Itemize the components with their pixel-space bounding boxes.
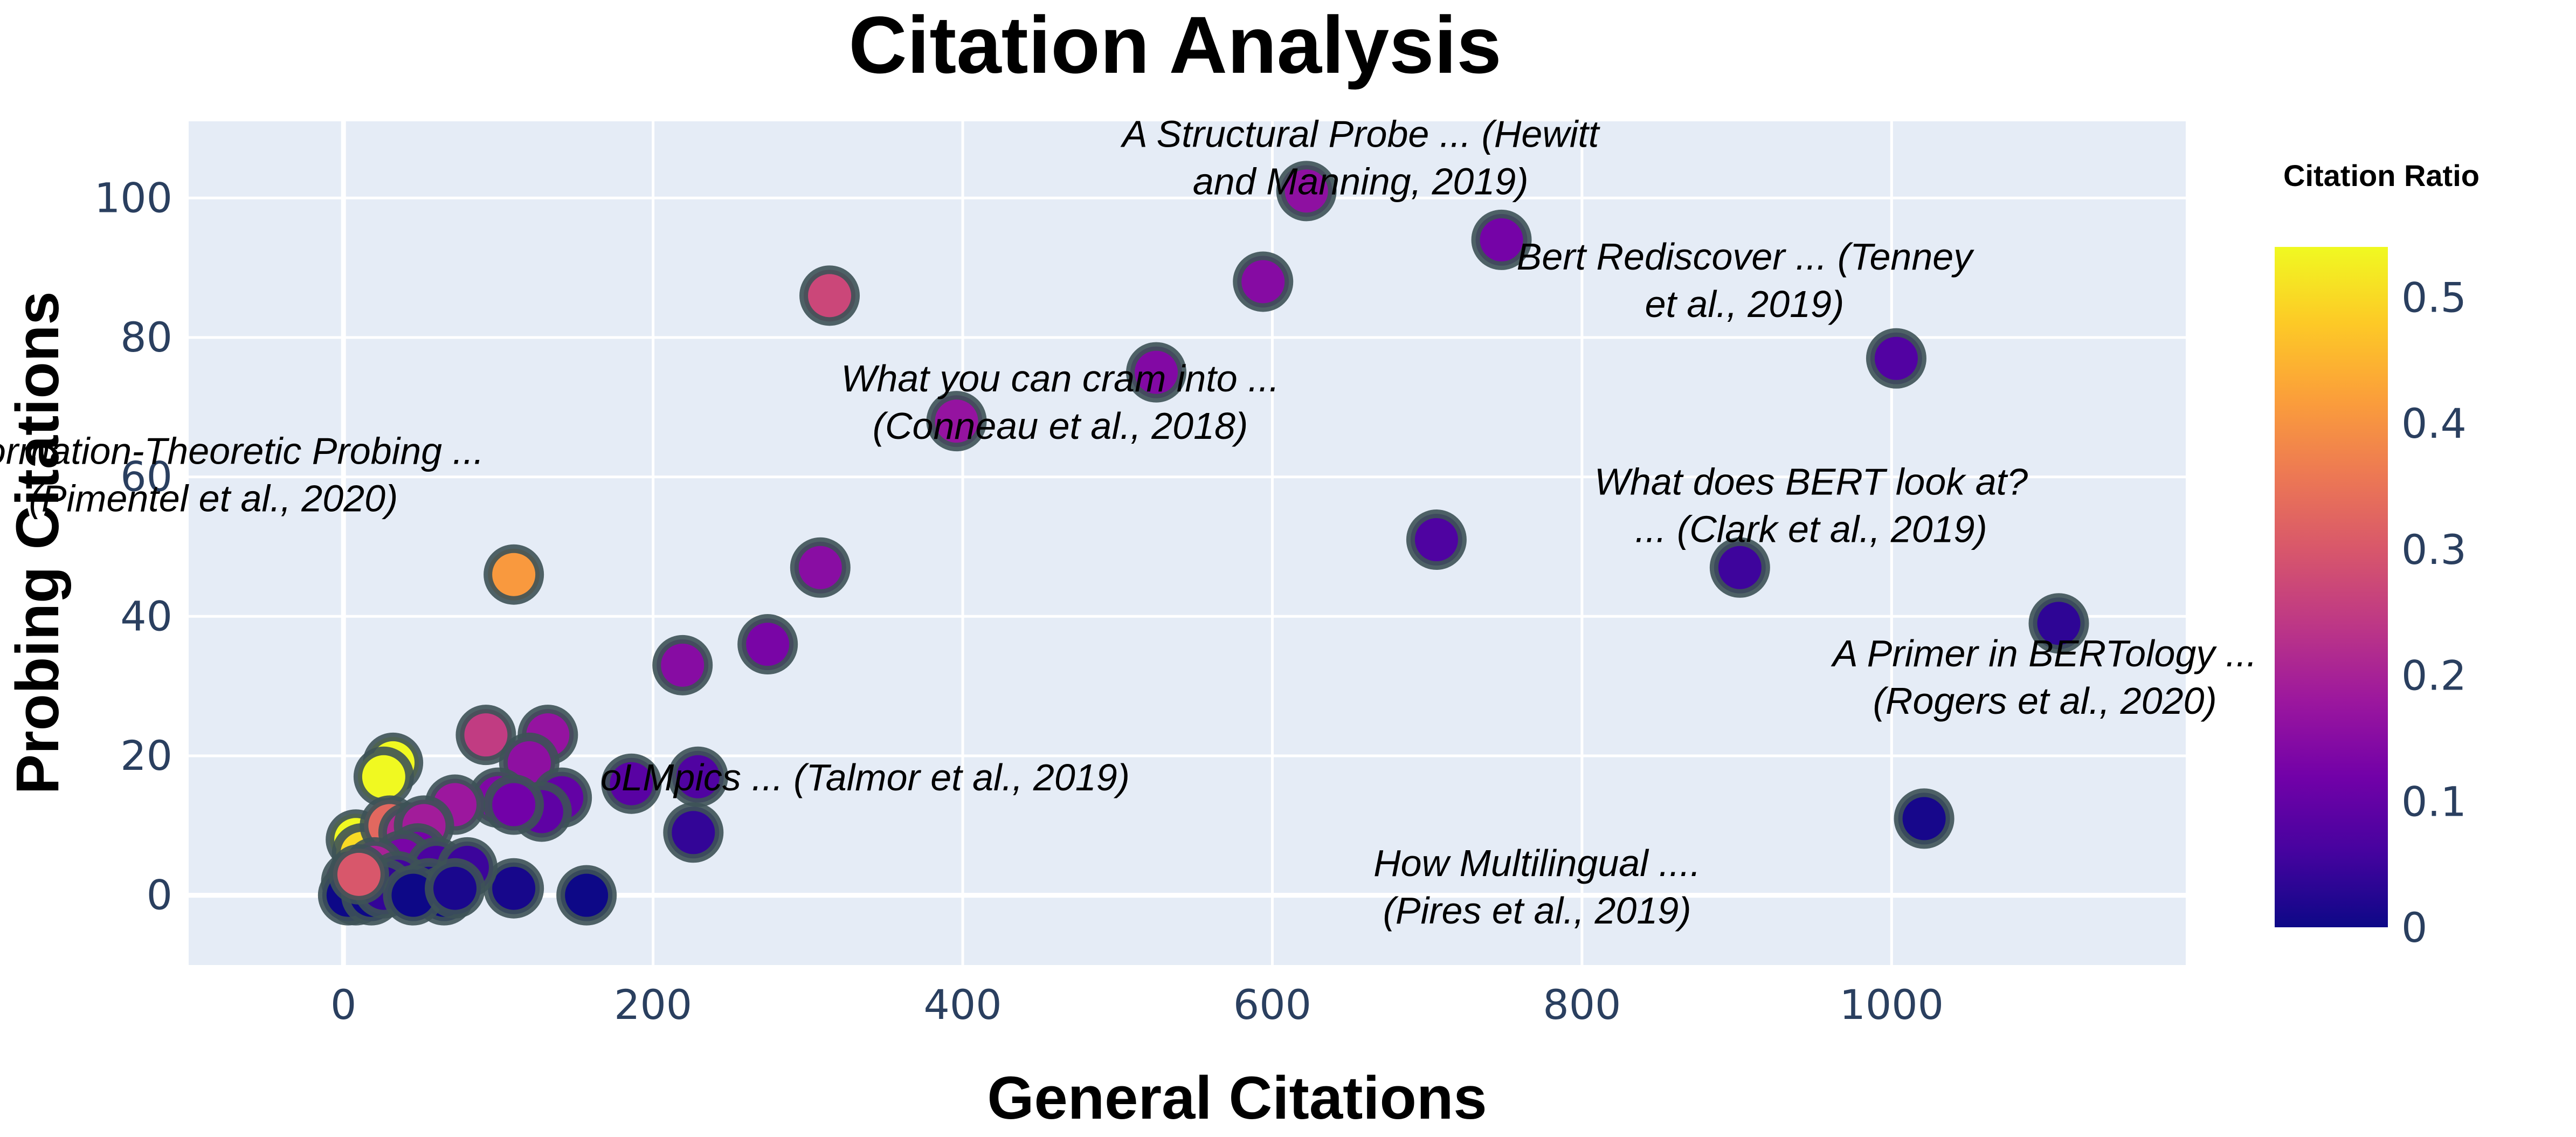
colorbar: Citation Ratio 0 0.1 0.2 0.3 0.4 0.5 [2275,159,2480,952]
x-tick-label: 800 [1543,981,1621,1029]
scatter-point [737,614,798,675]
x-tick-label: 200 [614,981,692,1029]
annotation-label: (Pires et al., 2019) [1383,890,1691,932]
x-tick-label: 600 [1233,981,1311,1029]
scatter-point [353,746,414,807]
annotation-label: ... (Clark et al., 2019) [1635,508,1987,550]
y-tick-label: 20 [120,732,172,780]
colorbar-tick-label: 0.1 [2401,777,2467,825]
scatter-point [1233,251,1294,312]
scatter-point [1866,328,1926,389]
annotation-label: A Primer in BERTology ... [1831,632,2257,674]
scatter-point [2028,593,2089,654]
scatter-point [652,635,713,695]
annotation-label: Bert Rediscover ... (Tenney [1517,236,1975,278]
y-tick-label: 80 [120,313,172,361]
x-tick-label: 0 [330,981,356,1029]
annotation-label: What does BERT look at? [1594,461,2028,503]
annotation-label: What you can cram into ... [841,357,1279,399]
colorbar-ticks: 0 0.1 0.2 0.3 0.4 0.5 [2401,273,2467,952]
scatter-point [425,858,485,919]
y-tick-label: 60 [120,453,172,501]
annotation-label: and Manning, 2019) [1193,160,1529,202]
annotation-label: oLMpics ... (Talmor et al., 2019) [600,756,1130,798]
scatter-point [1894,788,1955,849]
colorbar-tick-label: 0.2 [2401,652,2467,700]
scatter-point [328,844,389,905]
annotation-label: (Rogers et al., 2020) [1873,680,2217,722]
axis-ticks: 0 200 400 600 800 1000 0 20 40 60 80 100 [94,174,1944,1029]
annotations: A Structural Probe ... (Hewitt and Mannin… [0,113,2257,932]
annotation-label: et al., 2019) [1645,283,1845,325]
scatter-point [799,265,860,326]
y-tick-label: 40 [120,592,172,640]
annotation-label: How Multilingual .... [1373,842,1701,884]
scatter-point [455,705,516,766]
y-tick-label: 100 [94,174,172,222]
data-points [317,161,2089,926]
y-axis-title: Probing Citations [4,291,71,794]
colorbar-gradient [2275,247,2388,927]
colorbar-tick-label: 0.3 [2401,526,2467,574]
scatter-point [1276,161,1337,222]
scatter-point [1126,342,1187,403]
scatter-point [663,802,724,863]
chart-title: Citation Analysis [848,0,1501,90]
colorbar-tick-label: 0 [2401,904,2427,952]
scatter-point [484,774,544,835]
colorbar-title: Citation Ratio [2283,159,2480,192]
scatter-point [926,391,987,452]
scatter-point [667,746,728,807]
scatter-point [556,865,617,926]
scatter-point [1471,209,1532,270]
annotation-label: (Conneau et al., 2018) [873,405,1248,447]
annotation-label: Information-Theoretic Probing ... [0,430,484,472]
annotation-label: (Pimentel et al., 2020) [29,478,398,520]
x-tick-label: 1000 [1840,981,1944,1029]
colorbar-tick-label: 0.4 [2401,399,2467,447]
colorbar-tick-label: 0.5 [2401,273,2467,321]
y-tick-label: 0 [147,871,172,919]
scatter-point [484,544,544,605]
scatter-point [1406,509,1467,570]
x-tick-label: 400 [924,981,1002,1029]
scatter-point [790,537,851,598]
scatter-point [1709,537,1770,598]
x-axis-title: General Citations [987,1064,1487,1132]
scatter-point [601,753,662,814]
annotation-label: A Structural Probe ... (Hewitt [1120,113,1600,155]
